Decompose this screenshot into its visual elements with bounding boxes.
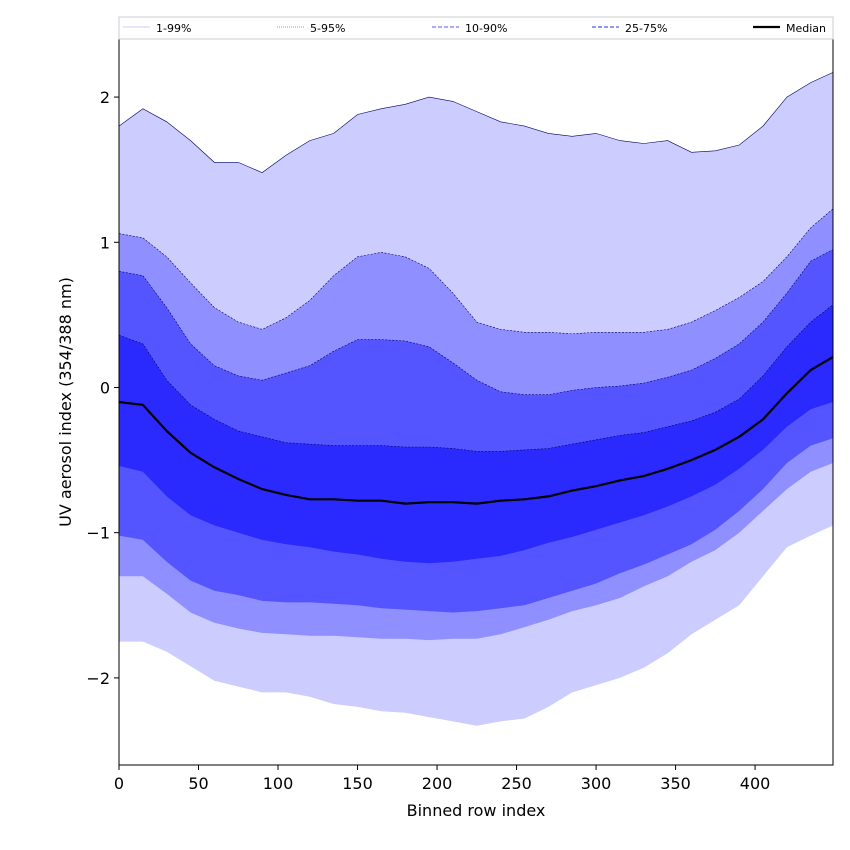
x-tick-label: 150: [342, 774, 373, 793]
x-axis-ticks: 0 50 100 150 200 250 300 350 400: [114, 765, 770, 793]
x-tick-label: 200: [422, 774, 453, 793]
legend-label: 1-99%: [156, 22, 191, 35]
legend-box: [118, 16, 834, 40]
x-tick-label: 400: [740, 774, 771, 793]
legend: 1-99% 5-95% 10-90% 25-75% Median: [118, 16, 834, 40]
y-tick-label: 2: [100, 88, 110, 107]
band-25-75%-area: [119, 304, 833, 564]
x-tick-label: 100: [263, 774, 294, 793]
y-tick-label: −1: [86, 524, 110, 543]
band-10-90%-upper-edge: [118, 249, 834, 396]
bands-layer: [118, 72, 834, 726]
legend-label: 25-75%: [625, 22, 667, 35]
legend-label: Median: [786, 22, 826, 35]
legend-label: 10-90%: [465, 22, 507, 35]
band-5-95%-upper-edge: [118, 208, 834, 335]
legend-label: 5-95%: [310, 22, 345, 35]
median-layer: [118, 356, 834, 505]
x-tick-label: 50: [188, 774, 208, 793]
band-25-75%-upper-edge: [118, 304, 834, 452]
x-tick-label: 300: [581, 774, 612, 793]
y-axis-ticks: −2 −1 0 1 2: [86, 88, 119, 688]
x-tick-label: 250: [501, 774, 532, 793]
median-line: [118, 356, 834, 505]
x-tick-label: 0: [114, 774, 124, 793]
y-tick-label: 0: [100, 378, 110, 397]
x-tick-label: 350: [660, 774, 691, 793]
y-axis-title: UV aerosol index (354/388 nm): [56, 277, 75, 527]
x-axis-title: Binned row index: [407, 801, 546, 820]
y-tick-label: −2: [86, 669, 110, 688]
band-1-99%-upper-edge: [118, 72, 834, 173]
y-tick-label: 1: [100, 233, 110, 252]
